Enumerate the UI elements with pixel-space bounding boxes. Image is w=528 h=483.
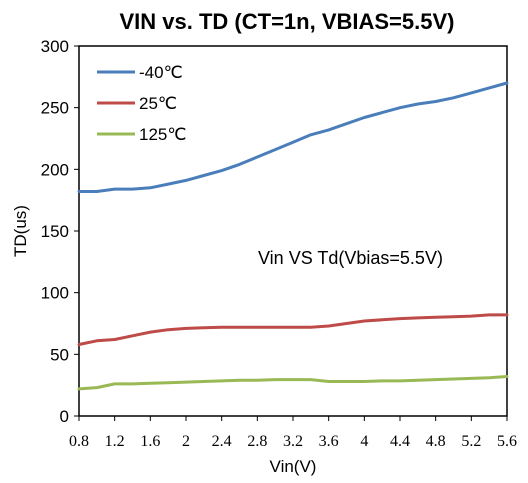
x-axis: 0.8 1.2 1.6 2 2.4 2.8 3.2 3.6 4 4.4 4.8 5.2 5.6 bbox=[69, 416, 517, 450]
y-tick-label: 300 bbox=[41, 37, 69, 56]
x-tick-label: 2.4 bbox=[212, 433, 232, 450]
legend-label: 125℃ bbox=[139, 125, 186, 144]
legend-label: 25℃ bbox=[139, 94, 177, 113]
annotation-box bbox=[252, 239, 500, 273]
plot-area bbox=[78, 45, 508, 417]
series-line bbox=[77, 81, 509, 193]
x-axis-label: Vin(V) bbox=[270, 457, 317, 476]
y-tick-label: 100 bbox=[41, 284, 69, 303]
x-tick-label: 3.2 bbox=[283, 433, 303, 450]
y-tick-label: 50 bbox=[50, 345, 69, 364]
x-tick-label: 1.2 bbox=[105, 433, 125, 450]
series-line bbox=[77, 375, 509, 391]
chart-annotation: Vin VS Td(Vbias=5.5V) bbox=[258, 248, 443, 268]
series-line bbox=[77, 313, 509, 346]
y-axis-label: TD(us) bbox=[11, 205, 30, 257]
x-tick-label: 1.6 bbox=[140, 433, 160, 450]
y-tick-label: 250 bbox=[41, 99, 69, 118]
y-tick-label: 150 bbox=[41, 222, 69, 241]
x-tick-label: 0.8 bbox=[69, 433, 89, 450]
y-tick-label: 0 bbox=[60, 407, 69, 426]
x-tick-label: 4.8 bbox=[426, 433, 446, 450]
chart-title: VIN vs. TD (CT=1n, VBIAS=5.5V) bbox=[120, 9, 455, 34]
y-axis: 0 50 100 150 200 250 300 bbox=[41, 37, 79, 426]
y-tick-label: 200 bbox=[41, 160, 69, 179]
x-tick-label: 2.8 bbox=[247, 433, 267, 450]
x-tick-label: 2 bbox=[182, 433, 190, 450]
x-tick-label: 5.2 bbox=[461, 433, 481, 450]
legend: -40℃ 25℃ 125℃ bbox=[97, 63, 186, 144]
x-tick-label: 5.6 bbox=[497, 433, 517, 450]
x-tick-label: 4 bbox=[360, 433, 368, 450]
legend-label: -40℃ bbox=[139, 63, 183, 82]
series-lines bbox=[77, 81, 509, 391]
x-tick-label: 3.6 bbox=[319, 433, 339, 450]
x-tick-label: 4.4 bbox=[390, 433, 410, 450]
